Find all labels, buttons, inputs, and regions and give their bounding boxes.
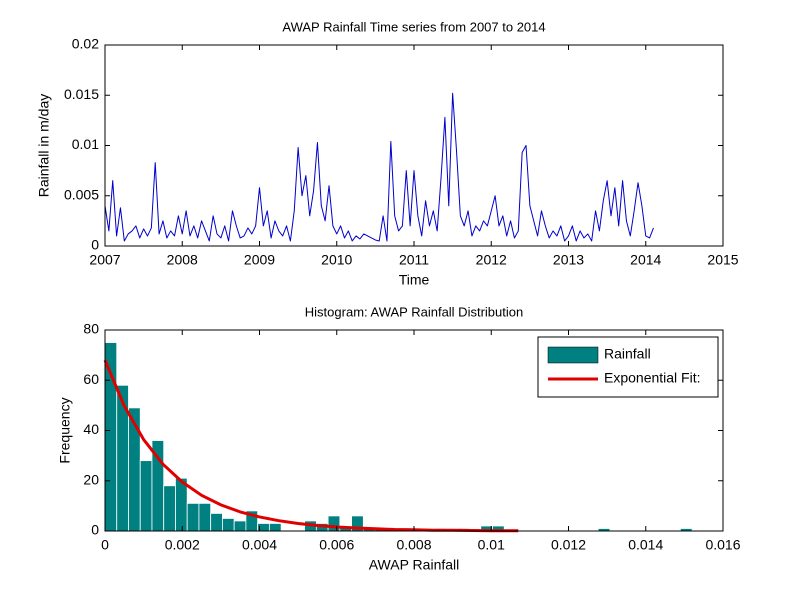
histogram-bar <box>198 502 212 532</box>
x-tick-label: 2008 <box>167 252 198 268</box>
histogram-bar <box>222 518 235 532</box>
y-tick-label: 40 <box>83 421 99 437</box>
x-tick-label: 2014 <box>630 252 661 268</box>
y-tick-label: 0.01 <box>72 136 99 152</box>
histogram-bar <box>327 515 341 532</box>
x-tick-label: 0.002 <box>165 537 200 553</box>
fit-line <box>103 359 519 533</box>
y-tick-label: 60 <box>83 371 99 387</box>
y-tick-label: 80 <box>83 321 99 337</box>
y-tick-label: 0 <box>91 237 99 253</box>
histogram-bar <box>163 485 176 532</box>
histogram-bar <box>186 502 200 532</box>
x-axis-label: AWAP Rainfall <box>369 557 460 573</box>
y-axis-label: Frequency <box>57 397 73 463</box>
y-tick-label: 0.005 <box>64 186 99 202</box>
y-axis-label: Rainfall in m/day <box>36 94 52 198</box>
x-tick-label: 2009 <box>244 252 275 268</box>
data-line <box>104 92 654 242</box>
x-tick-label: 2011 <box>399 252 429 268</box>
chart-title: Histogram: AWAP Rainfall Distribution <box>305 304 523 319</box>
histogram-bar <box>139 460 153 532</box>
x-tick-label: 0.004 <box>242 537 277 553</box>
x-tick-label: 2015 <box>707 252 738 268</box>
histogram-bar <box>210 513 223 532</box>
chart-title: AWAP Rainfall Time series from 2007 to 2… <box>282 19 545 34</box>
x-tick-label: 0.01 <box>478 537 505 553</box>
x-tick-label: 0.014 <box>628 537 663 553</box>
x-tick-label: 0.008 <box>396 537 431 553</box>
y-tick-label: 0.02 <box>72 36 99 52</box>
x-tick-label: 0 <box>101 537 109 553</box>
x-tick-label: 0.012 <box>551 537 586 553</box>
legend-swatch <box>547 346 599 364</box>
x-tick-label: 2007 <box>89 252 120 268</box>
histogram-bar <box>175 477 188 532</box>
histogram-bar <box>233 520 247 532</box>
plot-area <box>105 45 723 246</box>
x-axis-label: Time <box>399 272 430 288</box>
y-tick-label: 20 <box>83 471 99 487</box>
x-tick-label: 0.016 <box>705 537 740 553</box>
legend-label: Rainfall <box>604 346 651 362</box>
legend-label: Exponential Fit: <box>604 370 701 386</box>
y-tick-label: 0 <box>91 522 99 538</box>
y-tick-label: 0.015 <box>64 86 99 102</box>
x-tick-label: 0.006 <box>319 537 354 553</box>
histogram-bar <box>116 384 129 532</box>
x-tick-label: 2013 <box>553 252 584 268</box>
x-tick-label: 2010 <box>321 252 352 268</box>
x-tick-label: 2012 <box>476 252 507 268</box>
histogram-bar <box>268 523 282 532</box>
